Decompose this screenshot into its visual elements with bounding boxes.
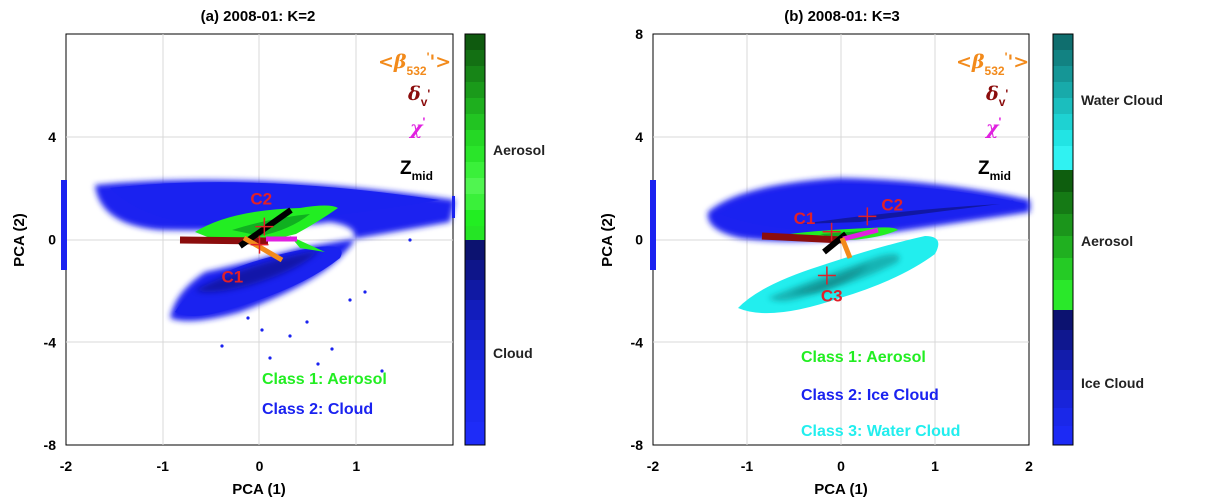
y-tick-label: 4 [635,129,643,145]
zmid-label: Zmid [400,158,433,183]
x-tick-label: -2 [647,458,660,474]
x-tick-label: 1 [352,458,360,474]
panel-b-colorbar [1052,33,1074,446]
centroid-label: C2 [881,195,903,214]
y-tick-label: -4 [44,334,57,350]
y-tick-label: 0 [48,232,56,248]
panel-b-title: (b) 2008-01: K=3 [784,8,899,25]
y-tick-label: 4 [48,129,56,145]
centroid-label: C1 [794,209,816,228]
x-tick-label: 0 [837,458,845,474]
centroid-marker [822,222,841,241]
panel-a-colorbar-label-aerosol: Aerosol [493,142,545,158]
centroid-marker [250,235,269,254]
chi-label: χ' [984,115,1002,139]
y-tick-label: -4 [631,334,644,350]
chi-vector [842,227,879,242]
panel-b-colorbar-label-water: Water Cloud [1081,92,1163,108]
x-tick-label: -1 [157,458,170,474]
panel-a-colorbar-label-cloud: Cloud [493,345,533,361]
panel-a-xlabel: PCA (1) [232,481,286,498]
centroid-marker [858,207,877,226]
x-tick-label: 1 [931,458,939,474]
panel-b-colorbar-label-aerosol: Aerosol [1081,233,1133,249]
panel-b-ticks: -2 -1 0 1 2 -8 -4 0 4 8 [631,26,1034,474]
delta-vector [761,232,843,244]
y-tick-label: 8 [635,26,643,42]
panel-b: (b) 2008-01: K=3 [650,8,1030,446]
centroid-label: C1 [222,268,244,287]
panel-a-ticks: -2 -1 0 1 -8 -4 0 4 [44,129,361,474]
panel-b-colorbar-label-ice: Ice Cloud [1081,375,1144,391]
panel-a-title: (a) 2008-01: K=2 [201,8,316,25]
panel-b-xlabel: PCA (1) [814,481,868,498]
x-tick-label: 2 [1025,458,1033,474]
y-tick-label: -8 [44,437,57,453]
y-tick-label: -8 [631,437,644,453]
centroid-label: C3 [821,286,843,305]
panel-b-ice-points [650,178,1030,270]
panel-b-legend-class-2: Class 2: Ice Cloud [801,387,939,404]
panel-a-centroids: C1 C2 [222,190,274,287]
panel-b-legend-class-3: Class 3: Water Cloud [801,423,960,440]
centroid-label: C2 [250,190,272,209]
panel-a-colorbar [464,33,486,446]
y-tick-label: 0 [635,232,643,248]
panel-a-cloud-points [61,180,455,373]
panel-a-legend-class-2: Class 2: Cloud [262,401,373,418]
panel-b-ylabel: PCA (2) [599,213,616,267]
centroid-marker [817,266,836,285]
beta-vector [839,237,853,259]
zmid-vector [822,231,848,255]
chi-label: χ' [408,115,426,139]
x-tick-label: -1 [741,458,754,474]
delta-vector [179,236,269,245]
panel-a-grid [66,34,453,445]
panel-a-vectors [179,207,297,263]
x-tick-label: -2 [60,458,73,474]
beta-vector [242,235,284,263]
panel-b-legend-class-1: Class 1: Aerosol [801,349,926,366]
centroid-marker [255,217,274,236]
panel-b-centroids: C1 C2 C3 [794,195,903,305]
x-tick-label: 0 [256,458,264,474]
panel-b-vectors [761,227,879,259]
panel-a-ylabel: PCA (2) [11,213,28,267]
panel-a-legend-class-1: Class 1: Aerosol [262,371,387,388]
panel-b-water-points [738,236,939,314]
